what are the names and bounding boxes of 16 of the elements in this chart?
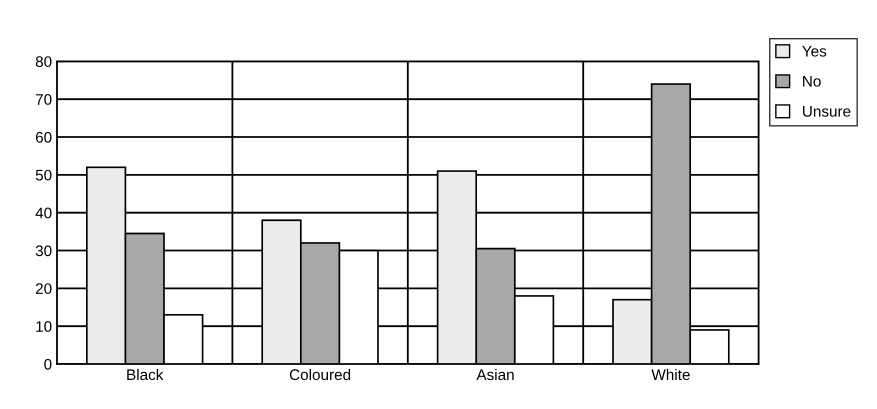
y-tick-label: 10	[36, 321, 52, 332]
legend-label: Unsure	[803, 106, 850, 117]
y-tick-label: 70	[36, 94, 52, 105]
legend-label: No	[803, 76, 821, 87]
y-tick-label: 60	[36, 132, 52, 143]
x-tick-label: Black	[127, 368, 164, 380]
y-tick-label: 50	[36, 170, 52, 181]
x-tick-label: White	[651, 368, 690, 380]
y-tick-label: 30	[36, 245, 52, 256]
x-tick-label: Asian	[476, 368, 514, 380]
y-tick-label: 80	[36, 56, 52, 68]
x-tick-label: Coloured	[290, 368, 350, 380]
legend-label: Yes	[802, 46, 826, 57]
y-tick-label: 20	[36, 283, 52, 294]
y-tick-label: 0	[44, 358, 52, 370]
y-tick-label: 40	[36, 208, 52, 218]
